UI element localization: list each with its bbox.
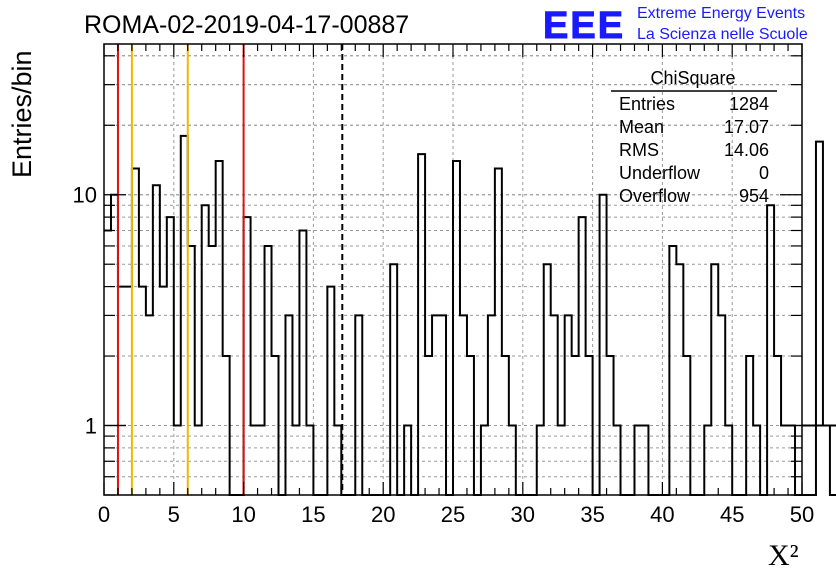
histogram-bin xyxy=(104,230,111,495)
x-axis-ticks: 0 5 10 15 20 25 30 35 40 45 50 xyxy=(98,44,814,527)
histogram-bin xyxy=(146,315,153,495)
eee-logo-line2: La Scienza nelle Scuole xyxy=(637,26,808,43)
histogram-bin xyxy=(125,287,132,495)
histogram-bin xyxy=(216,161,223,495)
eee-logo-mark: EEE xyxy=(543,5,625,47)
x-tick-label: 50 xyxy=(790,502,814,527)
x-tick-label: 20 xyxy=(371,502,395,527)
stats-row-label: Mean xyxy=(619,117,664,137)
histogram-bin xyxy=(327,287,334,495)
eee-logo-line1: Extreme Energy Events xyxy=(637,5,805,22)
stats-box: ChiSquare Entries 1284 Mean 17.07 RMS 14.06 Un… xyxy=(611,68,777,206)
stats-row-value: 17.07 xyxy=(724,117,769,137)
stats-row-label: Overflow xyxy=(619,186,691,206)
x-tick-label: 35 xyxy=(580,502,604,527)
histogram-bin xyxy=(460,315,467,495)
histogram-bin xyxy=(188,246,195,495)
x-tick-label: 5 xyxy=(168,502,180,527)
histogram-bin xyxy=(767,205,774,495)
histogram-bin xyxy=(816,142,823,495)
chart-title: ROMA-02-2019-04-17-00887 xyxy=(84,11,409,39)
histogram-bin xyxy=(551,315,558,495)
histogram-bin xyxy=(600,195,607,495)
stats-row-value: 0 xyxy=(759,163,769,183)
histogram-bin xyxy=(111,195,118,495)
stats-row-value: 14.06 xyxy=(724,140,769,160)
y-axis-label: Entries/bin xyxy=(7,50,37,178)
stats-row-label: Underflow xyxy=(619,163,701,183)
histogram-bin xyxy=(265,246,272,495)
x-tick-label: 40 xyxy=(650,502,674,527)
histogram-bin xyxy=(355,315,362,495)
eee-logo: EEE Extreme Energy Events La Scienza nel… xyxy=(543,5,808,48)
histogram-bin xyxy=(711,264,718,495)
histogram-bin xyxy=(390,264,397,495)
x-tick-label: 30 xyxy=(511,502,535,527)
histogram-bin xyxy=(439,315,446,495)
histogram-bin xyxy=(669,246,676,495)
histogram-bars xyxy=(104,134,836,496)
x-axis-label: X² xyxy=(768,539,799,572)
histogram-bin xyxy=(118,287,125,495)
x-tick-label: 45 xyxy=(720,502,744,527)
histogram-bin xyxy=(544,264,551,495)
stats-box-title: ChiSquare xyxy=(650,68,735,88)
stats-row-value: 1284 xyxy=(729,94,769,114)
histogram-bin xyxy=(299,230,306,495)
histogram-bin xyxy=(565,315,572,495)
histogram-outline xyxy=(104,134,836,496)
histogram-bin xyxy=(160,287,167,495)
histogram-bin xyxy=(209,246,216,495)
y-tick-label: 1 xyxy=(85,414,97,439)
stats-row-label: Entries xyxy=(619,94,675,114)
histogram-bin xyxy=(432,315,439,495)
threshold-lines xyxy=(116,44,344,495)
x-tick-label: 0 xyxy=(98,502,110,527)
stats-row-label: RMS xyxy=(619,140,659,160)
y-tick-label: 10 xyxy=(73,183,97,208)
histogram-bin xyxy=(676,264,683,495)
histogram-bin xyxy=(453,161,460,495)
histogram-bin xyxy=(718,315,725,495)
histogram-bin xyxy=(488,315,495,495)
x-tick-label: 15 xyxy=(301,502,325,527)
histogram-bin xyxy=(139,287,146,495)
stats-box-rows: Entries 1284 Mean 17.07 RMS 14.06 Underflow 0 Ov… xyxy=(619,94,769,206)
x-tick-label: 25 xyxy=(441,502,465,527)
histogram-bin xyxy=(285,315,292,495)
histogram-bin xyxy=(823,426,830,495)
histogram-bin xyxy=(153,185,160,495)
histogram-bin xyxy=(202,205,209,495)
stats-row-value: 954 xyxy=(739,186,769,206)
y-axis-ticks: 1 10 xyxy=(73,55,802,496)
x-tick-label: 10 xyxy=(231,502,255,527)
